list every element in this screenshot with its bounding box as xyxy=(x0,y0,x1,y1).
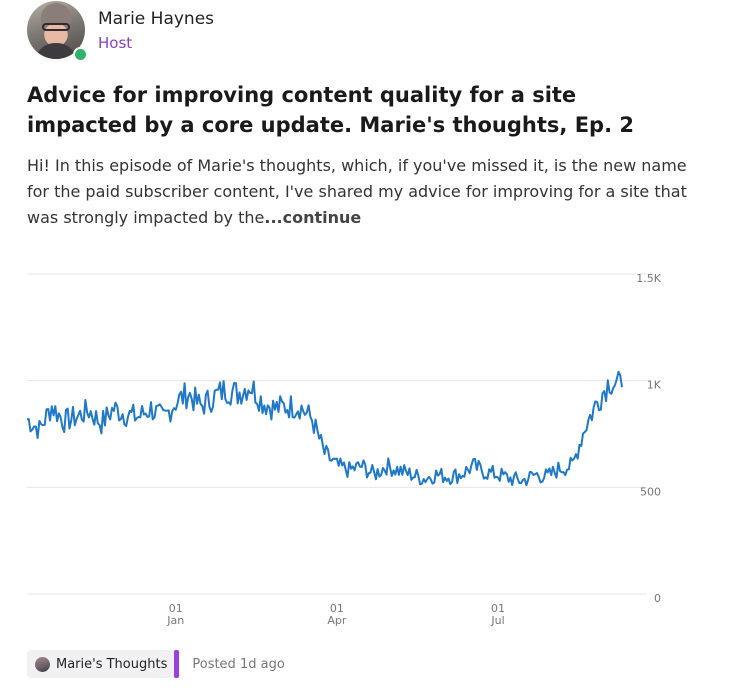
series-line xyxy=(27,370,623,487)
category-tag-label: Marie's Thoughts xyxy=(56,656,168,672)
y-tick-label: 0 xyxy=(654,592,661,605)
post-title[interactable]: Advice for improving content quality for… xyxy=(27,83,634,137)
y-tick-label: 500 xyxy=(640,485,661,498)
tag-avatar-icon xyxy=(35,656,50,672)
x-tick-month: Apr xyxy=(327,614,347,627)
post-footer: Marie's Thoughts Posted 1d ago xyxy=(27,650,285,678)
posted-time: Posted 1d ago xyxy=(192,656,285,672)
tag-accent-bar xyxy=(174,650,180,678)
x-tick-day: 01 xyxy=(491,602,505,615)
x-tick-day: 01 xyxy=(169,602,183,615)
post-excerpt-text: Hi! In this episode of Marie's thoughts,… xyxy=(27,156,687,227)
author-name[interactable]: Marie Haynes xyxy=(98,9,215,29)
y-tick-label: 1K xyxy=(647,379,662,392)
traffic-chart: 0 500 1K 1.5K 01 Jan 01 Apr 01 Jul xyxy=(27,262,687,642)
x-tick-month: Jan xyxy=(166,614,184,627)
author-role-badge: Host xyxy=(98,34,133,52)
continue-link[interactable]: ...continue xyxy=(264,208,362,227)
avatar-shirt xyxy=(35,43,77,59)
avatar-glasses xyxy=(42,23,70,31)
x-tick-day: 01 xyxy=(330,602,344,615)
author-avatar[interactable] xyxy=(27,1,88,62)
x-tick-month: Jul xyxy=(490,614,504,627)
category-tag[interactable]: Marie's Thoughts xyxy=(27,650,180,678)
online-status-dot xyxy=(73,47,88,62)
author-photo xyxy=(27,1,85,59)
y-tick-label: 1.5K xyxy=(636,272,661,285)
post-excerpt: Hi! In this episode of Marie's thoughts,… xyxy=(27,153,697,231)
